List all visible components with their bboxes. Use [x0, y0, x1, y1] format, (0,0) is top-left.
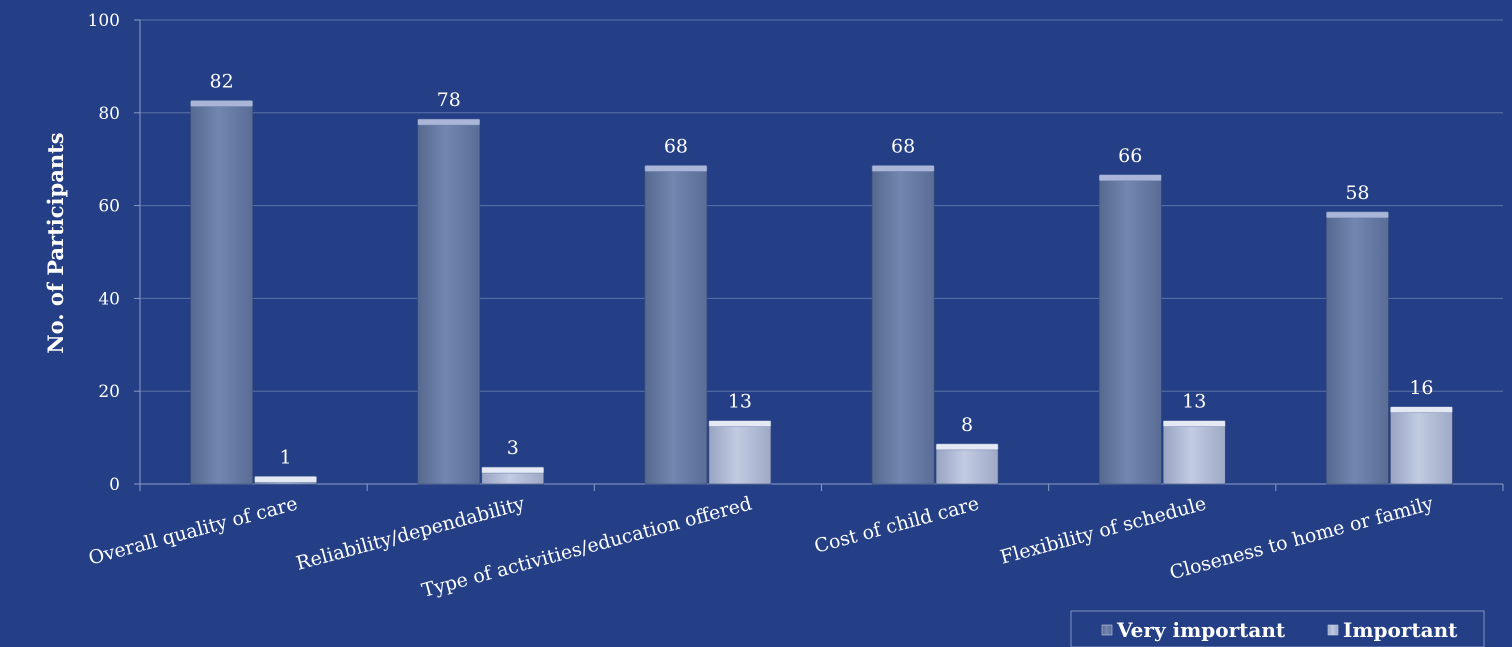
bar-body	[190, 103, 253, 485]
bar-very-important	[1098, 174, 1162, 485]
bar-body	[1390, 409, 1453, 485]
bar-body	[644, 168, 708, 485]
data-label: 68	[664, 135, 688, 157]
bar-body	[1162, 423, 1226, 485]
bar-very-important	[1326, 211, 1389, 485]
legend-label-very-important: Very important	[1116, 618, 1286, 642]
bar-important	[708, 420, 772, 485]
bar-body	[871, 168, 935, 485]
y-tick-label: 20	[98, 382, 120, 402]
data-label: 13	[1182, 391, 1206, 413]
y-tick-label: 0	[109, 475, 120, 495]
x-category-label: Overall quality of care	[86, 493, 300, 570]
bar-body	[417, 121, 481, 485]
bar-body	[935, 446, 999, 485]
y-tick-label: 100	[88, 11, 120, 31]
data-label: 13	[728, 391, 752, 413]
bar-very-important	[871, 165, 935, 485]
data-label: 68	[891, 135, 915, 157]
bar-very-important	[417, 118, 481, 485]
bar-important	[481, 466, 545, 485]
data-label: 3	[507, 437, 519, 459]
data-label: 16	[1409, 377, 1433, 399]
bar-body	[1098, 177, 1162, 485]
x-category-label: Closeness to home or family	[1167, 493, 1436, 585]
bar-cap	[644, 165, 708, 172]
bar-cap	[481, 466, 544, 474]
data-label: 82	[209, 71, 233, 93]
labels: 0 20 40 60 80 100 82 1 Overall quality of care 78…	[86, 11, 1436, 602]
legend-label-important: Important	[1343, 618, 1458, 642]
bar-cap	[935, 443, 999, 451]
x-category-label: Cost of child care	[812, 493, 981, 558]
legend: Very important Important	[1070, 610, 1485, 647]
bar-cap	[1390, 406, 1453, 414]
bar-body	[1326, 214, 1389, 485]
x-category-label: Flexibility of schedule	[998, 493, 1209, 569]
data-label: 1	[280, 446, 292, 468]
bars	[190, 100, 1453, 485]
data-label: 58	[1345, 182, 1369, 204]
bar-body	[708, 423, 772, 485]
bar-important	[1390, 406, 1453, 485]
bar-very-important	[644, 165, 708, 485]
bar-cap	[1326, 211, 1389, 219]
legend-box	[1070, 610, 1485, 647]
axes	[134, 19, 1504, 491]
bar-important	[254, 476, 317, 485]
y-tick-label: 40	[98, 289, 120, 309]
bar-cap	[1163, 420, 1226, 427]
bar-important	[1162, 420, 1226, 485]
bar-very-important	[190, 100, 253, 485]
gridlines	[140, 19, 1503, 392]
data-label: 8	[961, 414, 973, 436]
y-tick-label: 60	[98, 197, 120, 217]
bar-important	[935, 443, 999, 485]
bar-cap	[190, 100, 253, 107]
bar-cap	[254, 476, 317, 483]
data-label: 66	[1118, 145, 1142, 167]
bar-cap	[1099, 174, 1162, 182]
bar-cap	[708, 420, 772, 427]
y-axis-title: No. of Participants	[43, 132, 68, 353]
legend-swatch-important	[1327, 624, 1339, 636]
data-label: 78	[437, 89, 461, 111]
y-tick-label: 80	[98, 104, 120, 124]
bar-cap	[871, 165, 935, 172]
bar-cap	[417, 118, 480, 126]
legend-swatch-very-important	[1101, 624, 1113, 636]
